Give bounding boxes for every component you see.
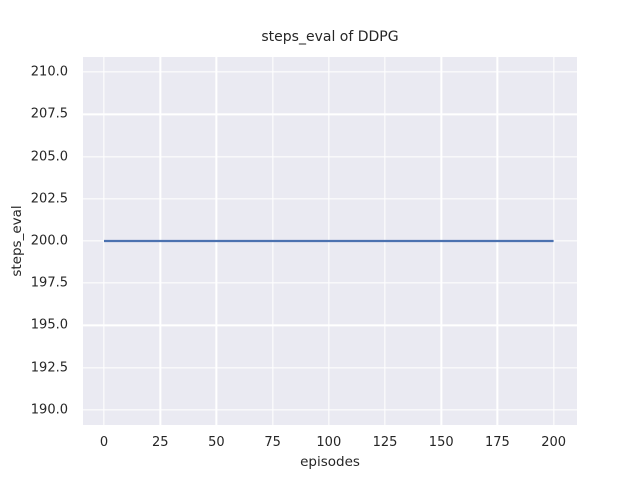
x-axis-label: episodes xyxy=(300,454,360,470)
y-tick-label: 200.0 xyxy=(30,233,68,249)
line-plot-svg xyxy=(104,239,554,243)
y-tick-label: 190.0 xyxy=(30,402,68,418)
x-tick-label: 175 xyxy=(484,435,510,450)
x-tick-label: 125 xyxy=(372,435,398,450)
y-tick-label: 197.5 xyxy=(30,275,68,291)
x-tick-label: 100 xyxy=(316,435,342,450)
x-tick-label: 75 xyxy=(264,435,281,450)
x-tick-label: 150 xyxy=(428,435,454,450)
plot-area xyxy=(83,57,577,425)
gridline-horizontal xyxy=(83,113,577,116)
gridline-horizontal xyxy=(83,366,577,369)
gridline-horizontal xyxy=(83,324,577,327)
x-tick-labels: 0 25 50 75 100 125 150 175 200 xyxy=(83,435,577,451)
gridline-horizontal xyxy=(83,71,577,73)
chart-title: steps_eval of DDPG xyxy=(261,29,399,45)
y-tick-label: 210.0 xyxy=(30,64,68,80)
x-tick-label: 25 xyxy=(151,435,169,450)
gridline-horizontal xyxy=(83,282,577,284)
y-tick-label: 192.5 xyxy=(30,360,68,376)
gridline-horizontal xyxy=(83,409,577,411)
gridline-horizontal xyxy=(83,198,577,200)
y-tick-label: 202.5 xyxy=(30,191,68,207)
x-tick-label: 0 xyxy=(99,435,109,450)
y-tick-labels: 190.0 192.5 195.0 197.5 200.0 202.5 205.0 207.5… xyxy=(0,57,68,425)
gridline-horizontal xyxy=(83,155,577,158)
x-tick-label: 200 xyxy=(541,435,567,450)
x-tick-label: 50 xyxy=(208,435,225,450)
y-tick-label: 205.0 xyxy=(30,149,68,165)
y-tick-label: 207.5 xyxy=(30,106,68,122)
y-tick-label: 195.0 xyxy=(30,317,68,333)
